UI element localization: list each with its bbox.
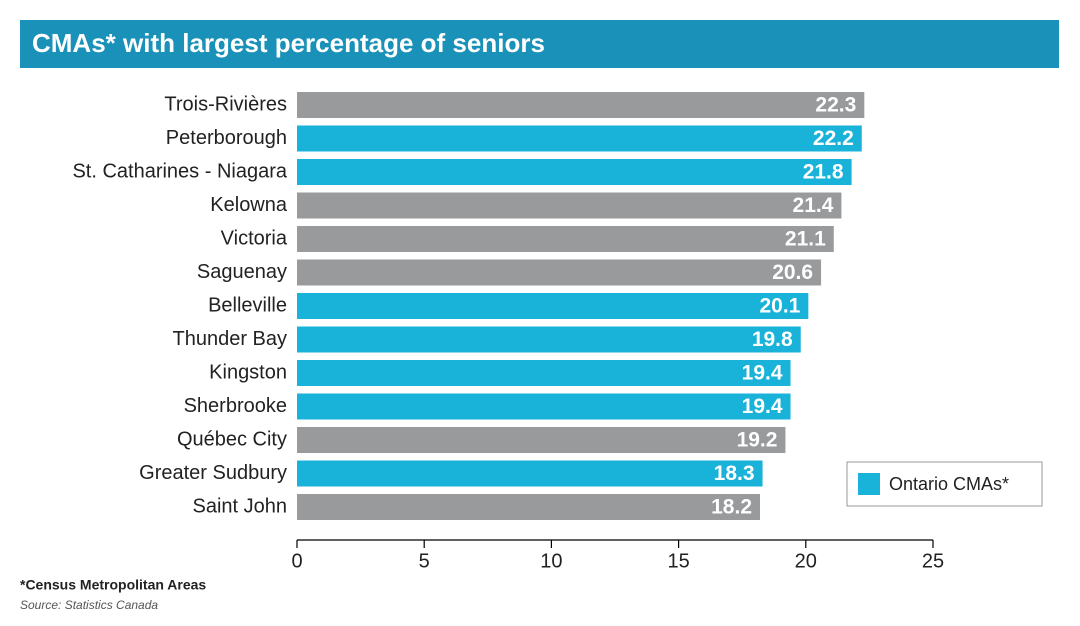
- footnote: *Census Metropolitan Areas: [20, 577, 206, 593]
- y-tick-label: Belleville: [208, 294, 287, 316]
- value-label: 20.1: [759, 295, 800, 318]
- y-tick-label: Sherbrooke: [184, 395, 287, 417]
- y-tick-label: Saint John: [192, 495, 287, 517]
- y-tick-label: Greater Sudbury: [139, 462, 287, 484]
- y-tick-label: Thunder Bay: [172, 328, 287, 350]
- x-tick-label: 5: [419, 550, 430, 572]
- bar: [297, 293, 809, 319]
- value-label: 21.1: [785, 228, 826, 251]
- title-banner: [20, 20, 1059, 68]
- bar: [297, 125, 862, 152]
- value-label: 19.2: [737, 429, 778, 452]
- y-tick-label: Peterborough: [166, 127, 287, 149]
- x-tick-label: 25: [922, 550, 944, 572]
- value-label: 19.4: [742, 395, 783, 418]
- x-tick-label: 15: [667, 550, 689, 572]
- bar: [297, 226, 834, 252]
- y-tick-label: Trois-Rivières: [164, 93, 287, 115]
- value-label: 19.4: [742, 362, 783, 385]
- value-label: 21.8: [803, 161, 844, 184]
- x-tick-label: 20: [795, 550, 817, 572]
- value-label: 22.3: [815, 94, 856, 117]
- legend-box: [846, 461, 1043, 507]
- bar: [297, 259, 822, 286]
- value-label: 20.6: [772, 261, 813, 284]
- value-label: 19.8: [752, 328, 793, 351]
- value-label: 18.3: [714, 462, 755, 485]
- value-label: 21.4: [793, 194, 834, 217]
- bar: [297, 427, 786, 453]
- x-tick-label: 10: [540, 550, 562, 572]
- bar: [297, 326, 801, 353]
- bar: [297, 192, 842, 219]
- bar: [297, 92, 865, 118]
- bar: [297, 494, 761, 520]
- value-label: 18.2: [711, 496, 752, 519]
- legend-swatch: [858, 473, 880, 495]
- y-tick-label: Kingston: [209, 361, 287, 383]
- bar: [297, 360, 791, 386]
- source: Source: Statistics Canada: [20, 598, 158, 612]
- bar: [297, 159, 852, 185]
- value-label: 22.2: [813, 127, 854, 150]
- y-tick-label: Saguenay: [197, 261, 287, 283]
- x-tick-label: 0: [291, 550, 302, 572]
- y-tick-label: Québec City: [177, 428, 287, 450]
- bar: [297, 460, 763, 487]
- y-tick-label: Kelowna: [210, 194, 288, 216]
- legend-label: Ontario CMAs*: [889, 474, 1009, 494]
- y-tick-label: Victoria: [221, 227, 288, 249]
- bar: [297, 393, 791, 420]
- chart-title: CMAs* with largest percentage of seniors: [32, 28, 545, 58]
- y-tick-label: St. Catharines - Niagara: [72, 160, 287, 182]
